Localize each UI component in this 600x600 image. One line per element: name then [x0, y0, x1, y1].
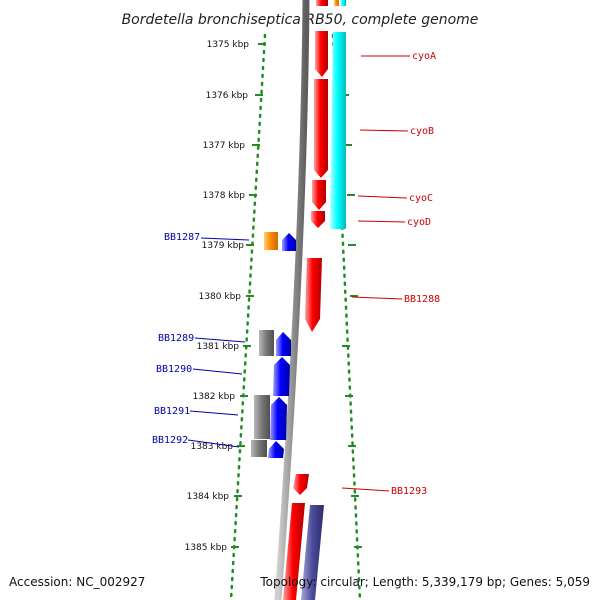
- gene-BB1292-arrow: [268, 441, 284, 458]
- gene-cyoC: [312, 180, 326, 210]
- gene-label-BB1292[interactable]: BB1292: [152, 435, 188, 446]
- gene-BB1287: [264, 232, 278, 250]
- gene-label-BB1288[interactable]: BB1288: [404, 294, 440, 305]
- ruler-label: 1380 kbp: [199, 292, 242, 302]
- gene-BB1288: [305, 258, 322, 332]
- gene-label-BB1289[interactable]: BB1289: [158, 333, 194, 344]
- cyan-gene-segment: [340, 0, 346, 6]
- leader-line-BB1291: [189, 410, 239, 416]
- map-title: Bordetella bronchiseptica RB50, complete…: [122, 12, 479, 28]
- right-ruler-line: [331, 33, 362, 600]
- gene-label-cyoD[interactable]: cyoD: [407, 217, 431, 228]
- leader-line-BB1293: [341, 487, 390, 492]
- gene-BB1290-arrow: [273, 357, 290, 396]
- orange-gene-segment: [334, 0, 339, 6]
- purple-feature: [301, 505, 324, 600]
- red-gene-segment: [316, 0, 328, 6]
- left-ruler-line: [229, 33, 267, 600]
- leader-line-BB1292: [187, 439, 240, 448]
- ruler-label: 1377 kbp: [203, 141, 246, 151]
- ruler-label: 1376 kbp: [206, 91, 249, 101]
- ruler-label: 1382 kbp: [193, 392, 236, 402]
- gene-BB1289: [259, 330, 274, 356]
- gene-BB1293: [293, 474, 309, 495]
- leader-line-cyoB: [359, 129, 409, 132]
- leader-line-BB1288: [351, 296, 403, 300]
- gene-cyoB: [314, 79, 328, 178]
- accession-text: Accession: NC_002927: [9, 575, 145, 589]
- gene-label-BB1290[interactable]: BB1290: [156, 364, 192, 375]
- ruler-label: 1384 kbp: [187, 492, 230, 502]
- leader-line-BB1289: [194, 337, 246, 343]
- gene-BB1291-arrow: [270, 397, 287, 440]
- leader-line-cyoD: [357, 220, 406, 223]
- ruler-label: 1383 kbp: [191, 442, 234, 452]
- gene-label-cyoB[interactable]: cyoB: [410, 126, 434, 137]
- gene-BB1292: [251, 440, 267, 457]
- gene-BB1289-arrow: [276, 332, 291, 356]
- leader-line-BB1290: [192, 368, 243, 375]
- ruler-label: 1378 kbp: [203, 191, 246, 201]
- gene-label-BB1291[interactable]: BB1291: [154, 406, 190, 417]
- genome-summary: Topology: circular; Length: 5,339,179 bp…: [259, 575, 590, 589]
- leader-line-BB1287: [200, 237, 250, 241]
- ruler-label: 1385 kbp: [185, 543, 228, 553]
- cyan-feature: [330, 32, 346, 229]
- gene-cyoD: [311, 211, 325, 228]
- gene-label-BB1287[interactable]: BB1287: [164, 232, 200, 243]
- gene-label-cyoC[interactable]: cyoC: [409, 193, 433, 204]
- gene-BB1287-arrow: [282, 233, 296, 251]
- ruler-label: 1375 kbp: [207, 40, 250, 50]
- leader-line-cyoC: [357, 195, 408, 199]
- ruler-label: 1379 kbp: [202, 241, 245, 251]
- gene-cyoA: [315, 31, 328, 77]
- genome-backbone: [274, 0, 310, 600]
- ruler-label: 1381 kbp: [197, 342, 240, 352]
- gene-BB1291: [254, 395, 270, 439]
- gene-label-BB1293[interactable]: BB1293: [391, 486, 427, 497]
- gene-bottom-red: [283, 503, 305, 600]
- gene-label-cyoA[interactable]: cyoA: [412, 51, 436, 62]
